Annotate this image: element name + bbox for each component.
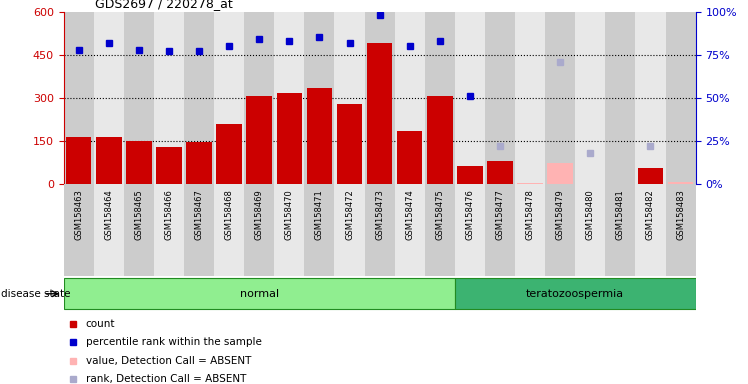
Text: value, Detection Call = ABSENT: value, Detection Call = ABSENT bbox=[86, 356, 251, 366]
Bar bbox=[455, 184, 485, 276]
Bar bbox=[64, 278, 455, 310]
Bar bbox=[304, 184, 334, 276]
Bar bbox=[395, 12, 425, 184]
Text: GSM158481: GSM158481 bbox=[616, 189, 625, 240]
Text: GSM158464: GSM158464 bbox=[104, 189, 113, 240]
Bar bbox=[334, 12, 364, 184]
Bar bbox=[668, 182, 693, 184]
Bar bbox=[154, 184, 184, 276]
Bar bbox=[154, 12, 184, 184]
Bar bbox=[246, 96, 272, 184]
Bar bbox=[455, 278, 696, 310]
Bar bbox=[123, 12, 154, 184]
Text: GSM158471: GSM158471 bbox=[315, 189, 324, 240]
Bar bbox=[455, 12, 485, 184]
Bar bbox=[605, 12, 636, 184]
Bar bbox=[605, 184, 636, 276]
Bar bbox=[485, 184, 515, 276]
Bar bbox=[425, 12, 455, 184]
Bar bbox=[545, 184, 575, 276]
Bar bbox=[397, 131, 423, 184]
Bar bbox=[216, 124, 242, 184]
Text: count: count bbox=[86, 319, 115, 329]
Text: GSM158478: GSM158478 bbox=[526, 189, 535, 240]
Text: GSM158463: GSM158463 bbox=[74, 189, 83, 240]
Text: GSM158473: GSM158473 bbox=[375, 189, 384, 240]
Bar bbox=[184, 184, 214, 276]
Bar bbox=[487, 161, 513, 184]
Bar bbox=[334, 184, 364, 276]
Text: GSM158482: GSM158482 bbox=[646, 189, 655, 240]
Bar bbox=[156, 147, 182, 184]
Bar bbox=[64, 12, 94, 184]
Text: GSM158479: GSM158479 bbox=[556, 189, 565, 240]
Bar bbox=[66, 137, 91, 184]
Text: GSM158468: GSM158468 bbox=[224, 189, 233, 240]
Text: percentile rank within the sample: percentile rank within the sample bbox=[86, 338, 262, 348]
Text: GSM158470: GSM158470 bbox=[285, 189, 294, 240]
Text: GSM158475: GSM158475 bbox=[435, 189, 444, 240]
Bar bbox=[96, 137, 121, 184]
Bar bbox=[275, 184, 304, 276]
Text: teratozoospermia: teratozoospermia bbox=[526, 289, 625, 299]
Bar bbox=[186, 142, 212, 184]
Bar bbox=[337, 104, 362, 184]
Bar bbox=[126, 141, 152, 184]
Bar bbox=[548, 163, 573, 184]
Text: GSM158466: GSM158466 bbox=[165, 189, 174, 240]
Bar bbox=[214, 184, 244, 276]
Bar bbox=[575, 184, 605, 276]
Bar bbox=[666, 12, 696, 184]
Bar bbox=[94, 12, 123, 184]
Bar bbox=[636, 12, 666, 184]
Bar bbox=[666, 184, 696, 276]
Bar bbox=[515, 12, 545, 184]
Text: GSM158472: GSM158472 bbox=[345, 189, 354, 240]
Text: GSM158474: GSM158474 bbox=[405, 189, 414, 240]
Bar bbox=[457, 166, 482, 184]
Bar bbox=[364, 12, 395, 184]
Text: GSM158469: GSM158469 bbox=[255, 189, 264, 240]
Bar bbox=[395, 184, 425, 276]
Bar bbox=[307, 88, 332, 184]
Bar bbox=[427, 96, 453, 184]
Bar bbox=[184, 12, 214, 184]
Text: disease state: disease state bbox=[1, 289, 71, 299]
Bar bbox=[244, 184, 275, 276]
Text: GSM158467: GSM158467 bbox=[194, 189, 203, 240]
Bar bbox=[638, 169, 663, 184]
Text: rank, Detection Call = ABSENT: rank, Detection Call = ABSENT bbox=[86, 374, 246, 384]
Text: GSM158480: GSM158480 bbox=[586, 189, 595, 240]
Text: normal: normal bbox=[239, 289, 279, 299]
Bar bbox=[214, 12, 244, 184]
Text: GSM158477: GSM158477 bbox=[495, 189, 504, 240]
Bar bbox=[575, 12, 605, 184]
Text: GSM158483: GSM158483 bbox=[676, 189, 685, 240]
Bar bbox=[64, 184, 94, 276]
Bar bbox=[515, 184, 545, 276]
Bar bbox=[425, 184, 455, 276]
Bar bbox=[364, 184, 395, 276]
Bar bbox=[123, 184, 154, 276]
Text: GSM158465: GSM158465 bbox=[135, 189, 144, 240]
Bar bbox=[94, 184, 123, 276]
Text: GSM158476: GSM158476 bbox=[465, 189, 474, 240]
Bar bbox=[545, 12, 575, 184]
Bar bbox=[275, 12, 304, 184]
Bar bbox=[518, 183, 543, 184]
Bar bbox=[244, 12, 275, 184]
Bar bbox=[304, 12, 334, 184]
Bar bbox=[636, 184, 666, 276]
Bar bbox=[277, 93, 302, 184]
Bar bbox=[367, 43, 393, 184]
Text: GDS2697 / 220278_at: GDS2697 / 220278_at bbox=[95, 0, 233, 10]
Bar bbox=[485, 12, 515, 184]
